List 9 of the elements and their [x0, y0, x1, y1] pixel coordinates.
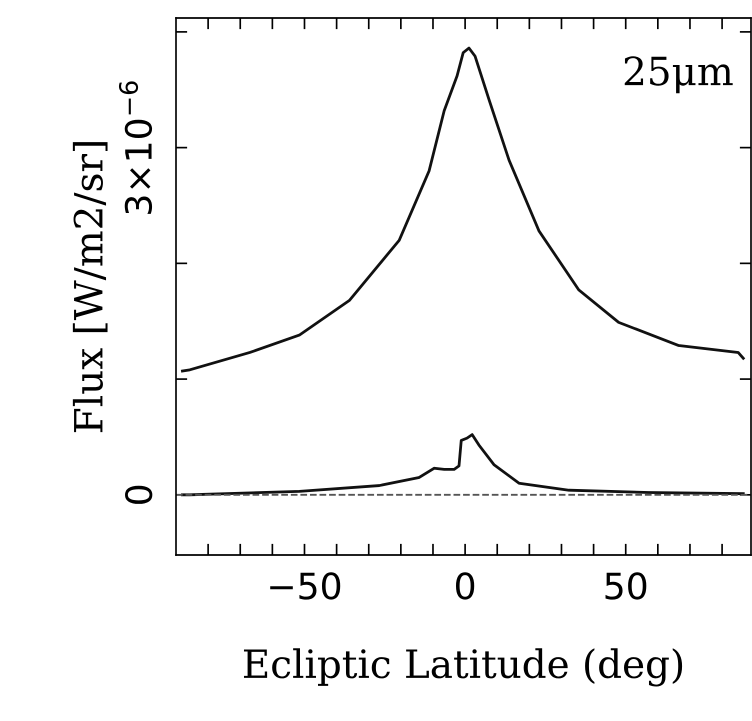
line-series — [181, 46, 745, 372]
y-tick-label: 3×10$^{−6}$ — [118, 81, 152, 214]
annotation: 25μm — [624, 56, 733, 94]
line-series — [181, 433, 745, 496]
x-tick-label: −50 — [270, 572, 340, 600]
y-axis-title: Flux [W/m2/sr] — [72, 142, 108, 432]
x-axis-title: Ecliptic Latitude (deg) — [244, 648, 682, 686]
x-tick-label: 0 — [456, 572, 474, 600]
x-tick-label: 50 — [606, 572, 646, 600]
